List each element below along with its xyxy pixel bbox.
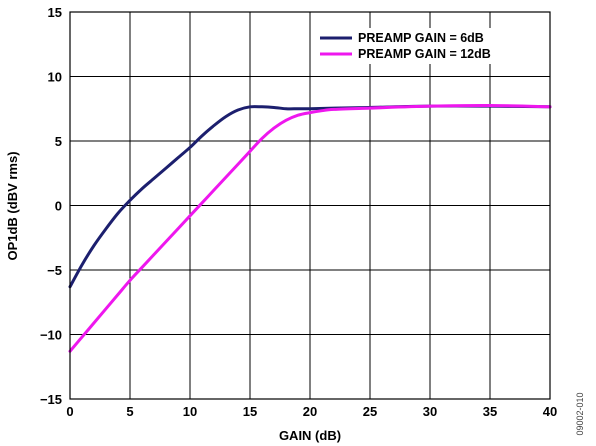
y-tick-label: 15 (48, 5, 62, 20)
y-tick-label: −10 (40, 328, 62, 343)
y-tick-label: −5 (47, 263, 62, 278)
x-tick-label: 30 (423, 404, 437, 419)
x-tick-label: 15 (243, 404, 257, 419)
x-tick-label: 40 (543, 404, 557, 419)
grid-lines (70, 12, 550, 399)
x-tick-label: 35 (483, 404, 497, 419)
y-tick-label: −15 (40, 392, 62, 407)
figure-code: 09002-010 (575, 392, 585, 435)
legend-box (312, 28, 520, 64)
y-tick-labels: −15 −10 −5 0 5 10 15 (40, 5, 62, 407)
x-axis-title: GAIN (dB) (279, 428, 341, 443)
x-tick-label: 5 (126, 404, 133, 419)
series-lines (68, 104, 552, 353)
y-tick-label: 0 (55, 199, 62, 214)
x-tick-labels: 0 5 10 15 20 25 30 35 40 (66, 404, 557, 419)
x-tick-label: 10 (183, 404, 197, 419)
legend: PREAMP GAIN = 6dB PREAMP GAIN = 12dB (312, 28, 520, 64)
x-tick-label: 25 (363, 404, 377, 419)
legend-label-12db: PREAMP GAIN = 12dB (358, 47, 491, 61)
y-tick-label: 10 (48, 70, 62, 85)
plot-frame (69, 11, 551, 400)
legend-label-6db: PREAMP GAIN = 6dB (358, 31, 484, 45)
y-axis-title: OP1dB (dBV rms) (5, 151, 20, 260)
x-tick-label: 20 (303, 404, 317, 419)
y-tick-label: 5 (55, 134, 62, 149)
x-tick-label: 0 (66, 404, 73, 419)
series-line-preamp-12db (68, 104, 552, 353)
